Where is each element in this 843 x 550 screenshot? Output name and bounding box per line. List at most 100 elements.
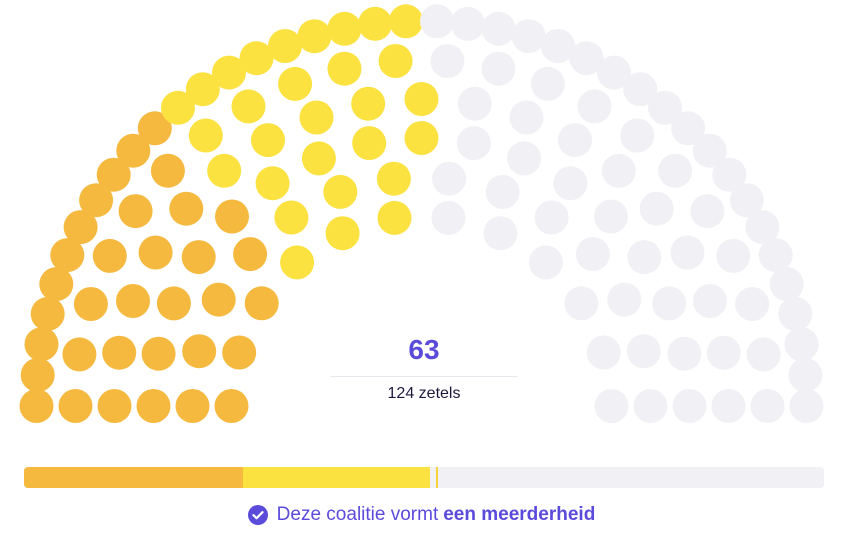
seat [58, 389, 93, 423]
seat [376, 161, 411, 196]
bar-segment-3 [430, 467, 824, 488]
seat [20, 358, 55, 392]
seat [244, 286, 279, 321]
seat [327, 11, 362, 46]
seat [690, 194, 725, 229]
seat [711, 389, 746, 423]
seat [323, 174, 358, 209]
seat [136, 389, 171, 423]
seat [97, 389, 132, 423]
seat [116, 284, 150, 318]
seat [19, 389, 54, 423]
seat [404, 82, 439, 116]
seat [169, 191, 204, 226]
seat [769, 267, 804, 302]
seat [222, 335, 257, 370]
seat [778, 296, 813, 331]
coalition-seat-count: 63 [408, 334, 440, 365]
seat [299, 100, 334, 135]
seat [118, 194, 153, 229]
seat [735, 287, 770, 321]
seat [481, 11, 516, 46]
seat [607, 282, 642, 317]
seat [758, 238, 793, 273]
seat [201, 282, 236, 317]
seat [251, 123, 285, 158]
seat [79, 183, 114, 218]
seat [233, 237, 268, 272]
seat [207, 153, 242, 188]
seat [450, 6, 485, 41]
seat [175, 389, 210, 423]
seat [672, 389, 707, 423]
seat [671, 111, 706, 146]
seat [716, 238, 751, 273]
seat [706, 335, 741, 370]
seat [420, 4, 454, 39]
seat [692, 133, 727, 168]
total-seats-label: 124 zetels [387, 385, 461, 402]
seat [693, 284, 727, 318]
summary-divider [330, 376, 518, 377]
seat [623, 72, 658, 107]
seat [569, 41, 604, 76]
seat [648, 90, 682, 125]
seat [586, 335, 621, 370]
seat [212, 55, 246, 90]
coalition-status: Deze coalitie vormt een meerderheid [0, 504, 843, 526]
seat [457, 86, 492, 121]
seat [150, 153, 185, 188]
seat [670, 235, 705, 270]
seat [389, 4, 423, 39]
hemicycle-chart [19, 4, 824, 423]
seat [92, 238, 127, 273]
seat [378, 44, 413, 78]
seat [96, 157, 131, 192]
seat [239, 41, 274, 76]
seat [746, 337, 781, 372]
seat [301, 141, 336, 176]
seat [30, 296, 65, 331]
seat [268, 29, 302, 63]
seat [181, 240, 216, 275]
seat [137, 111, 172, 146]
seat [485, 174, 520, 209]
coalition-progress-bar [24, 467, 824, 488]
status-text: Deze coalitie vormt [276, 504, 439, 525]
seat [73, 287, 108, 321]
seat [534, 200, 569, 235]
seat [231, 89, 266, 124]
seat [712, 157, 747, 192]
seat [24, 327, 59, 362]
seat [62, 337, 97, 372]
seat [483, 216, 518, 251]
seat [541, 29, 575, 63]
seat [507, 141, 542, 176]
status-text-strong: een meerderheid [443, 504, 596, 525]
bar-segment-2 [243, 467, 431, 488]
seat [667, 336, 702, 371]
seat [39, 267, 74, 302]
seat [789, 389, 824, 423]
seat [116, 133, 151, 168]
seat [377, 200, 412, 235]
seat [509, 100, 544, 135]
seat [50, 238, 85, 273]
seat [652, 286, 687, 321]
seat [325, 216, 360, 251]
seat [102, 335, 137, 370]
seat [575, 237, 610, 272]
seat [215, 199, 249, 234]
check-circle-icon [247, 505, 268, 525]
seat [594, 199, 628, 234]
seat [352, 126, 387, 161]
seat [750, 389, 785, 423]
seat [185, 72, 220, 107]
seat [431, 200, 466, 235]
seat [530, 66, 565, 101]
seat [577, 89, 612, 124]
seat [528, 245, 563, 280]
seat [214, 389, 249, 423]
seat [788, 358, 823, 392]
seat [297, 19, 332, 54]
